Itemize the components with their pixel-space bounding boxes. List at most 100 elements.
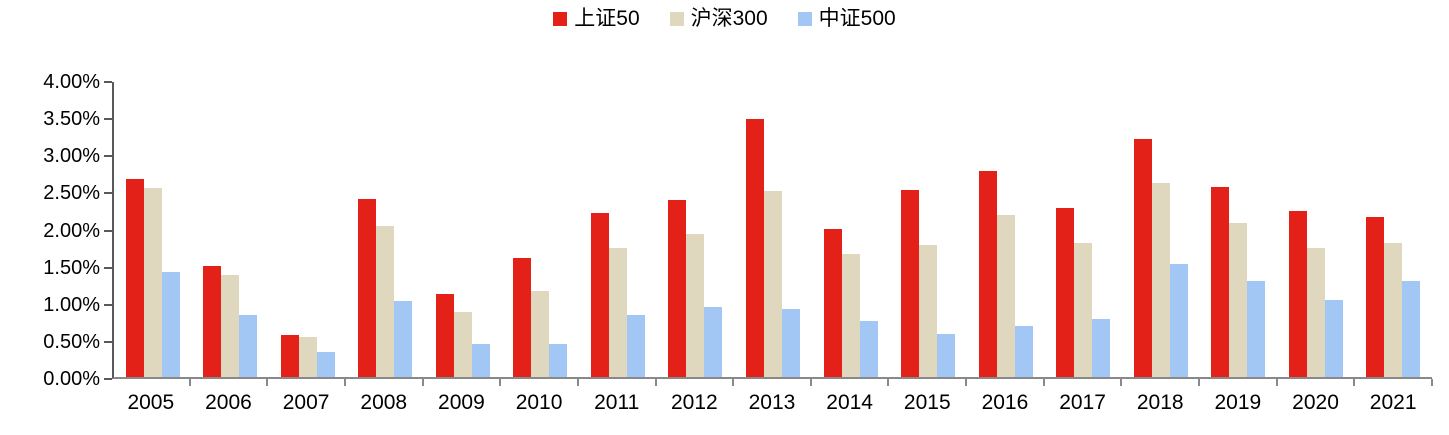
- x-axis-tick-mark: [809, 379, 812, 386]
- x-axis-tick-label: 2018: [1136, 391, 1184, 414]
- bar-group-2017: [1044, 82, 1122, 377]
- bar-group-2013: [734, 82, 812, 377]
- x-axis-tick-label: 2014: [826, 391, 873, 414]
- bar-沪深300-2010: [531, 290, 550, 377]
- bar-group-2005: [114, 82, 192, 377]
- legend-swatch-icon: [553, 11, 568, 26]
- bar-group-2008: [347, 82, 425, 377]
- x-axis-tick-mark: [343, 379, 346, 386]
- bar-中证500-2014: [859, 321, 878, 377]
- bar-中证500-2020: [1324, 299, 1343, 377]
- bar-上证50-2021: [1366, 217, 1385, 377]
- bar-中证500-2015: [937, 333, 956, 377]
- legend-label: 中证500: [818, 7, 896, 30]
- bar-group-2020: [1277, 82, 1355, 377]
- x-axis-tick-label: 2017: [1059, 391, 1106, 414]
- bar-group-2015: [889, 82, 967, 377]
- y-axis-tick-label: 3.50%: [43, 108, 100, 131]
- x-axis-tick-label: 2007: [282, 391, 330, 414]
- bar-group-2010: [502, 82, 580, 377]
- legend-item-1: 沪深300: [669, 7, 768, 30]
- bar-沪深300-2021: [1384, 242, 1403, 377]
- x-axis-tick-mark: [887, 379, 890, 386]
- bar-上证50-2014: [823, 228, 842, 377]
- bar-上证50-2005: [125, 178, 144, 377]
- x-axis-tick-label: 2020: [1292, 391, 1339, 414]
- bar-上证50-2012: [668, 199, 687, 377]
- bar-中证500-2009: [471, 343, 490, 377]
- bar-中证500-2010: [549, 344, 568, 377]
- bar-中证500-2019: [1247, 281, 1266, 377]
- bar-上证50-2017: [1056, 207, 1075, 377]
- y-axis-tick-mark: [104, 340, 112, 343]
- bar-group-2018: [1122, 82, 1200, 377]
- bar-上证50-2019: [1211, 186, 1230, 377]
- bar-上证50-2010: [513, 258, 532, 377]
- y-axis-tick-mark: [104, 192, 112, 195]
- y-axis-tick-mark: [104, 81, 112, 83]
- bar-沪深300-2005: [143, 187, 162, 377]
- bar-中证500-2005: [161, 272, 180, 377]
- bar-group-2012: [657, 82, 735, 377]
- y-axis-tick-label: 0.00%: [43, 368, 100, 390]
- y-axis-tick-label: 1.00%: [43, 293, 100, 316]
- y-axis-tick-mark: [104, 155, 112, 158]
- x-axis-tick-mark: [654, 379, 657, 386]
- x-axis-tick-mark: [1353, 379, 1356, 386]
- bar-中证500-2008: [394, 300, 413, 377]
- legend-swatch-icon: [669, 11, 684, 26]
- bar-沪深300-2017: [1074, 243, 1093, 377]
- bar-上证50-2009: [435, 293, 454, 377]
- bar-沪深300-2019: [1229, 223, 1248, 377]
- bar-中证500-2013: [782, 308, 801, 377]
- x-axis-tick-mark: [1120, 379, 1123, 386]
- bar-上证50-2011: [590, 212, 609, 377]
- bar-中证500-2016: [1014, 325, 1033, 377]
- bar-group-2019: [1199, 82, 1277, 377]
- bar-group-2014: [812, 82, 890, 377]
- x-axis-tick-mark: [266, 379, 269, 386]
- y-axis-tick-label: 2.50%: [43, 182, 100, 205]
- x-axis-tick-label: 2010: [515, 391, 563, 414]
- y-axis-tick-label: 1.50%: [43, 256, 100, 279]
- bar-沪深300-2011: [608, 247, 627, 377]
- y-axis-tick-mark: [104, 118, 112, 121]
- x-axis-tick-label: 2009: [438, 391, 485, 414]
- bar-上证50-2008: [358, 198, 377, 377]
- bar-group-2016: [967, 82, 1045, 377]
- bar-沪深300-2013: [764, 191, 783, 377]
- x-axis-tick-mark: [965, 379, 968, 386]
- bar-上证50-2006: [203, 265, 222, 377]
- bar-沪深300-2015: [919, 244, 938, 377]
- bar-上证50-2013: [746, 119, 765, 377]
- x-axis-tick-mark: [1198, 379, 1201, 386]
- x-axis-tick-label: 2019: [1214, 391, 1262, 414]
- chart-legend: 上证50 沪深300 中证500: [0, 8, 1449, 29]
- y-axis-tick-mark: [104, 303, 112, 306]
- bar-group-2006: [192, 82, 270, 377]
- x-axis-tick-label: 2011: [594, 391, 640, 414]
- bar-中证500-2007: [316, 351, 335, 377]
- x-axis-tick-mark: [1431, 379, 1433, 386]
- bar-中证500-2021: [1402, 281, 1421, 377]
- legend-label: 沪深300: [690, 7, 768, 30]
- x-axis-tick-mark: [1042, 379, 1045, 386]
- bar-上证50-2018: [1133, 138, 1152, 377]
- bar-沪深300-2009: [453, 311, 472, 377]
- bar-上证50-2015: [901, 189, 920, 377]
- bar-沪深300-2014: [841, 253, 860, 377]
- bar-上证50-2016: [978, 171, 997, 377]
- bar-中证500-2018: [1169, 264, 1188, 377]
- y-axis-tick-mark: [104, 266, 112, 269]
- y-axis-tick-label: 2.00%: [43, 219, 100, 242]
- y-axis-tick-label: 0.50%: [43, 330, 100, 353]
- bar-沪深300-2018: [1151, 183, 1170, 377]
- bar-group-2011: [579, 82, 657, 377]
- bar-中证500-2011: [626, 314, 645, 377]
- x-axis-tick-label: 2008: [360, 391, 408, 414]
- legend-label: 上证50: [574, 7, 640, 30]
- bar-沪深300-2006: [221, 274, 240, 377]
- x-axis-tick-mark: [1275, 379, 1278, 386]
- bar-沪深300-2008: [376, 226, 395, 377]
